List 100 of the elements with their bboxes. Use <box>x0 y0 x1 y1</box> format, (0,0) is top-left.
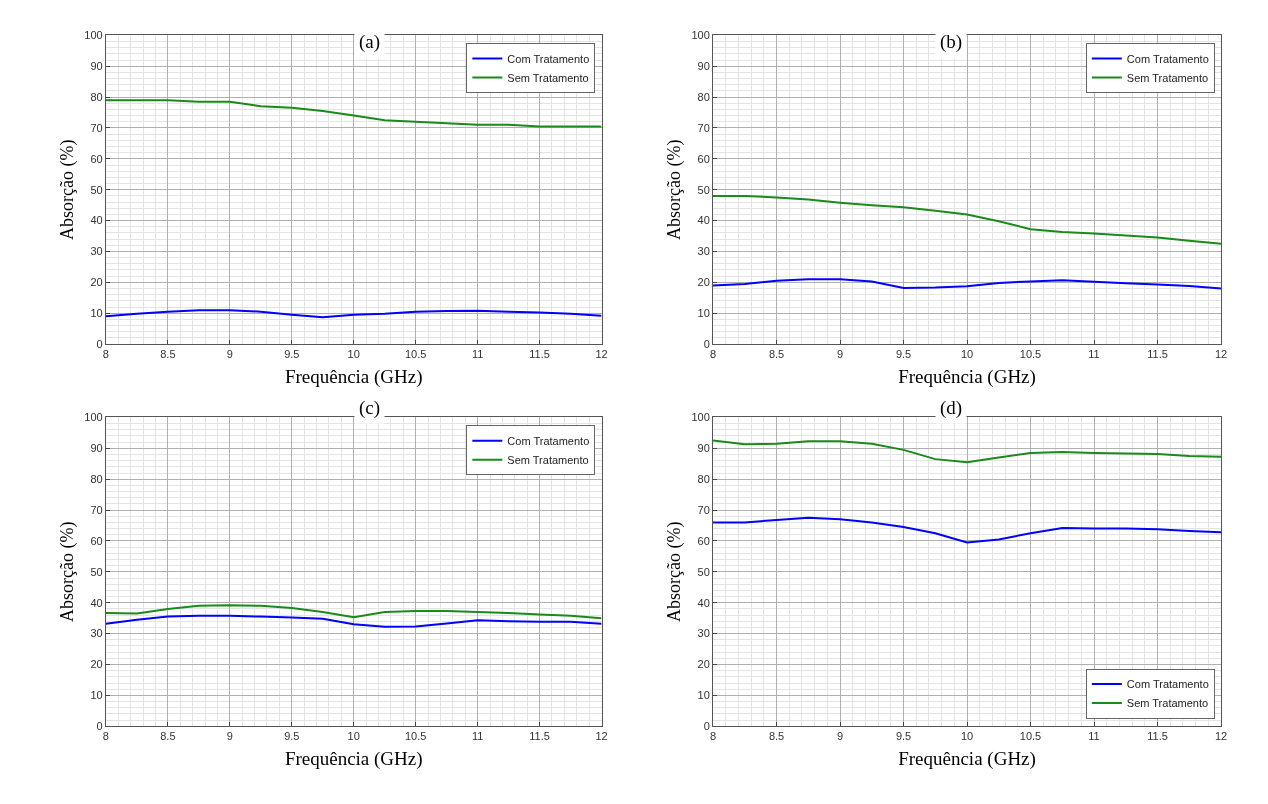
legend-label: Com Tratamento <box>507 434 590 447</box>
line-series <box>713 278 1222 290</box>
y-tick-label: 20 <box>90 658 103 671</box>
x-tick-label: 8 <box>709 348 717 361</box>
x-tick-label: 9.5 <box>284 730 300 743</box>
y-tick-label: 60 <box>90 152 103 165</box>
y-tick-label: 10 <box>697 689 710 702</box>
x-tick-label: 11 <box>471 730 484 743</box>
y-tick-label: 50 <box>697 565 710 578</box>
y-tick-label: 30 <box>697 245 710 258</box>
y-tick-label: 40 <box>90 214 103 227</box>
y-tick-label: 40 <box>697 214 710 227</box>
x-tick-label: 11.5 <box>529 348 550 361</box>
x-tick-label: 10.5 <box>1019 348 1042 361</box>
x-tick-label: 11 <box>1088 730 1100 743</box>
x-tick-label: 11 <box>471 348 484 361</box>
x-tick-label: 10 <box>347 730 360 743</box>
x-tick-label: 8 <box>102 730 109 743</box>
y-tick-label: 60 <box>697 152 710 165</box>
y-tick-label: 10 <box>697 307 710 320</box>
line-series <box>105 614 602 628</box>
y-tick-label: 80 <box>90 90 103 103</box>
y-tick-label: 70 <box>697 503 710 516</box>
y-tick-label: 90 <box>90 442 103 455</box>
y-axis-title: Absorção (%) <box>56 521 78 623</box>
y-tick-label: 20 <box>697 276 710 289</box>
x-tick-label: 11.5 <box>529 730 550 743</box>
y-axis-title: Absorção (%) <box>663 139 685 240</box>
x-tick-label: 12 <box>595 348 608 361</box>
line-series <box>105 309 602 319</box>
x-tick-label: 8 <box>709 730 717 743</box>
line-series <box>713 516 1222 544</box>
y-tick-label: 80 <box>697 473 710 486</box>
y-tick-label: 50 <box>697 183 710 196</box>
y-tick-label: 0 <box>703 720 710 733</box>
x-tick-label: 12 <box>1214 348 1228 361</box>
y-tick-label: 70 <box>697 121 710 134</box>
legend-label: Com Tratamento <box>507 52 590 65</box>
x-tick-label: 9 <box>836 730 844 743</box>
y-tick-label: 20 <box>90 276 103 289</box>
x-tick-label: 8 <box>102 348 109 361</box>
x-tick-label: 9.5 <box>895 730 912 743</box>
legend-label: Com Tratamento <box>1126 678 1209 691</box>
y-tick-label: 50 <box>90 183 103 196</box>
x-axis-title: Frequência (GHz) <box>284 366 423 389</box>
y-tick-label: 80 <box>90 473 103 486</box>
y-tick-label: 100 <box>691 29 710 42</box>
y-tick-label: 100 <box>84 411 103 424</box>
x-axis-title: Frequência (GHz) <box>284 748 423 771</box>
x-tick-label: 9.5 <box>895 348 912 361</box>
y-tick-label: 40 <box>697 596 710 609</box>
x-tick-label: 10.5 <box>404 730 427 743</box>
x-axis-title: Frequência (GHz) <box>898 748 1036 771</box>
legend-label: Sem Tratamento <box>507 453 589 466</box>
legend-label: Sem Tratamento <box>507 71 589 84</box>
line-series <box>105 604 602 620</box>
y-tick-label: 20 <box>697 658 710 671</box>
y-tick-label: 0 <box>96 720 103 733</box>
x-tick-label: 10.5 <box>404 348 427 361</box>
chart-title: (b) <box>940 31 963 53</box>
x-tick-label: 10.5 <box>1019 730 1042 743</box>
y-tick-label: 30 <box>90 245 103 258</box>
y-tick-label: 70 <box>90 121 103 134</box>
x-tick-label: 9.5 <box>284 348 300 361</box>
x-tick-label: 9 <box>836 348 844 361</box>
y-tick-label: 0 <box>703 337 710 350</box>
y-tick-label: 70 <box>90 503 103 516</box>
y-tick-label: 80 <box>697 90 710 103</box>
line-series <box>713 194 1222 245</box>
x-axis-title: Frequência (GHz) <box>898 366 1036 389</box>
x-tick-label: 8.5 <box>160 730 176 743</box>
y-tick-label: 40 <box>90 596 103 609</box>
y-tick-label: 30 <box>697 627 710 640</box>
y-tick-label: 100 <box>84 29 103 42</box>
legend-label: Sem Tratamento <box>1126 71 1209 84</box>
y-tick-label: 10 <box>90 689 103 702</box>
legend-label: Sem Tratamento <box>1126 697 1209 710</box>
x-tick-label: 11.5 <box>1147 730 1168 743</box>
x-tick-label: 10 <box>960 348 974 361</box>
y-tick-label: 60 <box>697 534 710 547</box>
y-axis-title: Absorção (%) <box>663 521 685 623</box>
y-tick-label: 0 <box>96 337 103 350</box>
y-tick-label: 30 <box>90 627 103 640</box>
x-tick-label: 11.5 <box>1147 348 1168 361</box>
x-tick-label: 8.5 <box>768 348 785 361</box>
line-series <box>105 99 602 128</box>
y-tick-label: 10 <box>90 307 103 320</box>
line-series <box>713 439 1222 464</box>
y-tick-label: 90 <box>90 60 103 73</box>
y-tick-label: 90 <box>697 60 710 73</box>
chart-title: (c) <box>359 397 381 419</box>
chart-title: (a) <box>359 31 381 53</box>
y-tick-label: 100 <box>691 411 710 424</box>
x-tick-label: 10 <box>347 348 360 361</box>
y-tick-label: 90 <box>697 442 710 455</box>
y-tick-label: 50 <box>90 565 103 578</box>
y-tick-label: 60 <box>90 534 103 547</box>
chart-title: (d) <box>940 397 963 419</box>
x-tick-label: 8.5 <box>160 348 176 361</box>
y-axis-title: Absorção (%) <box>56 139 78 240</box>
